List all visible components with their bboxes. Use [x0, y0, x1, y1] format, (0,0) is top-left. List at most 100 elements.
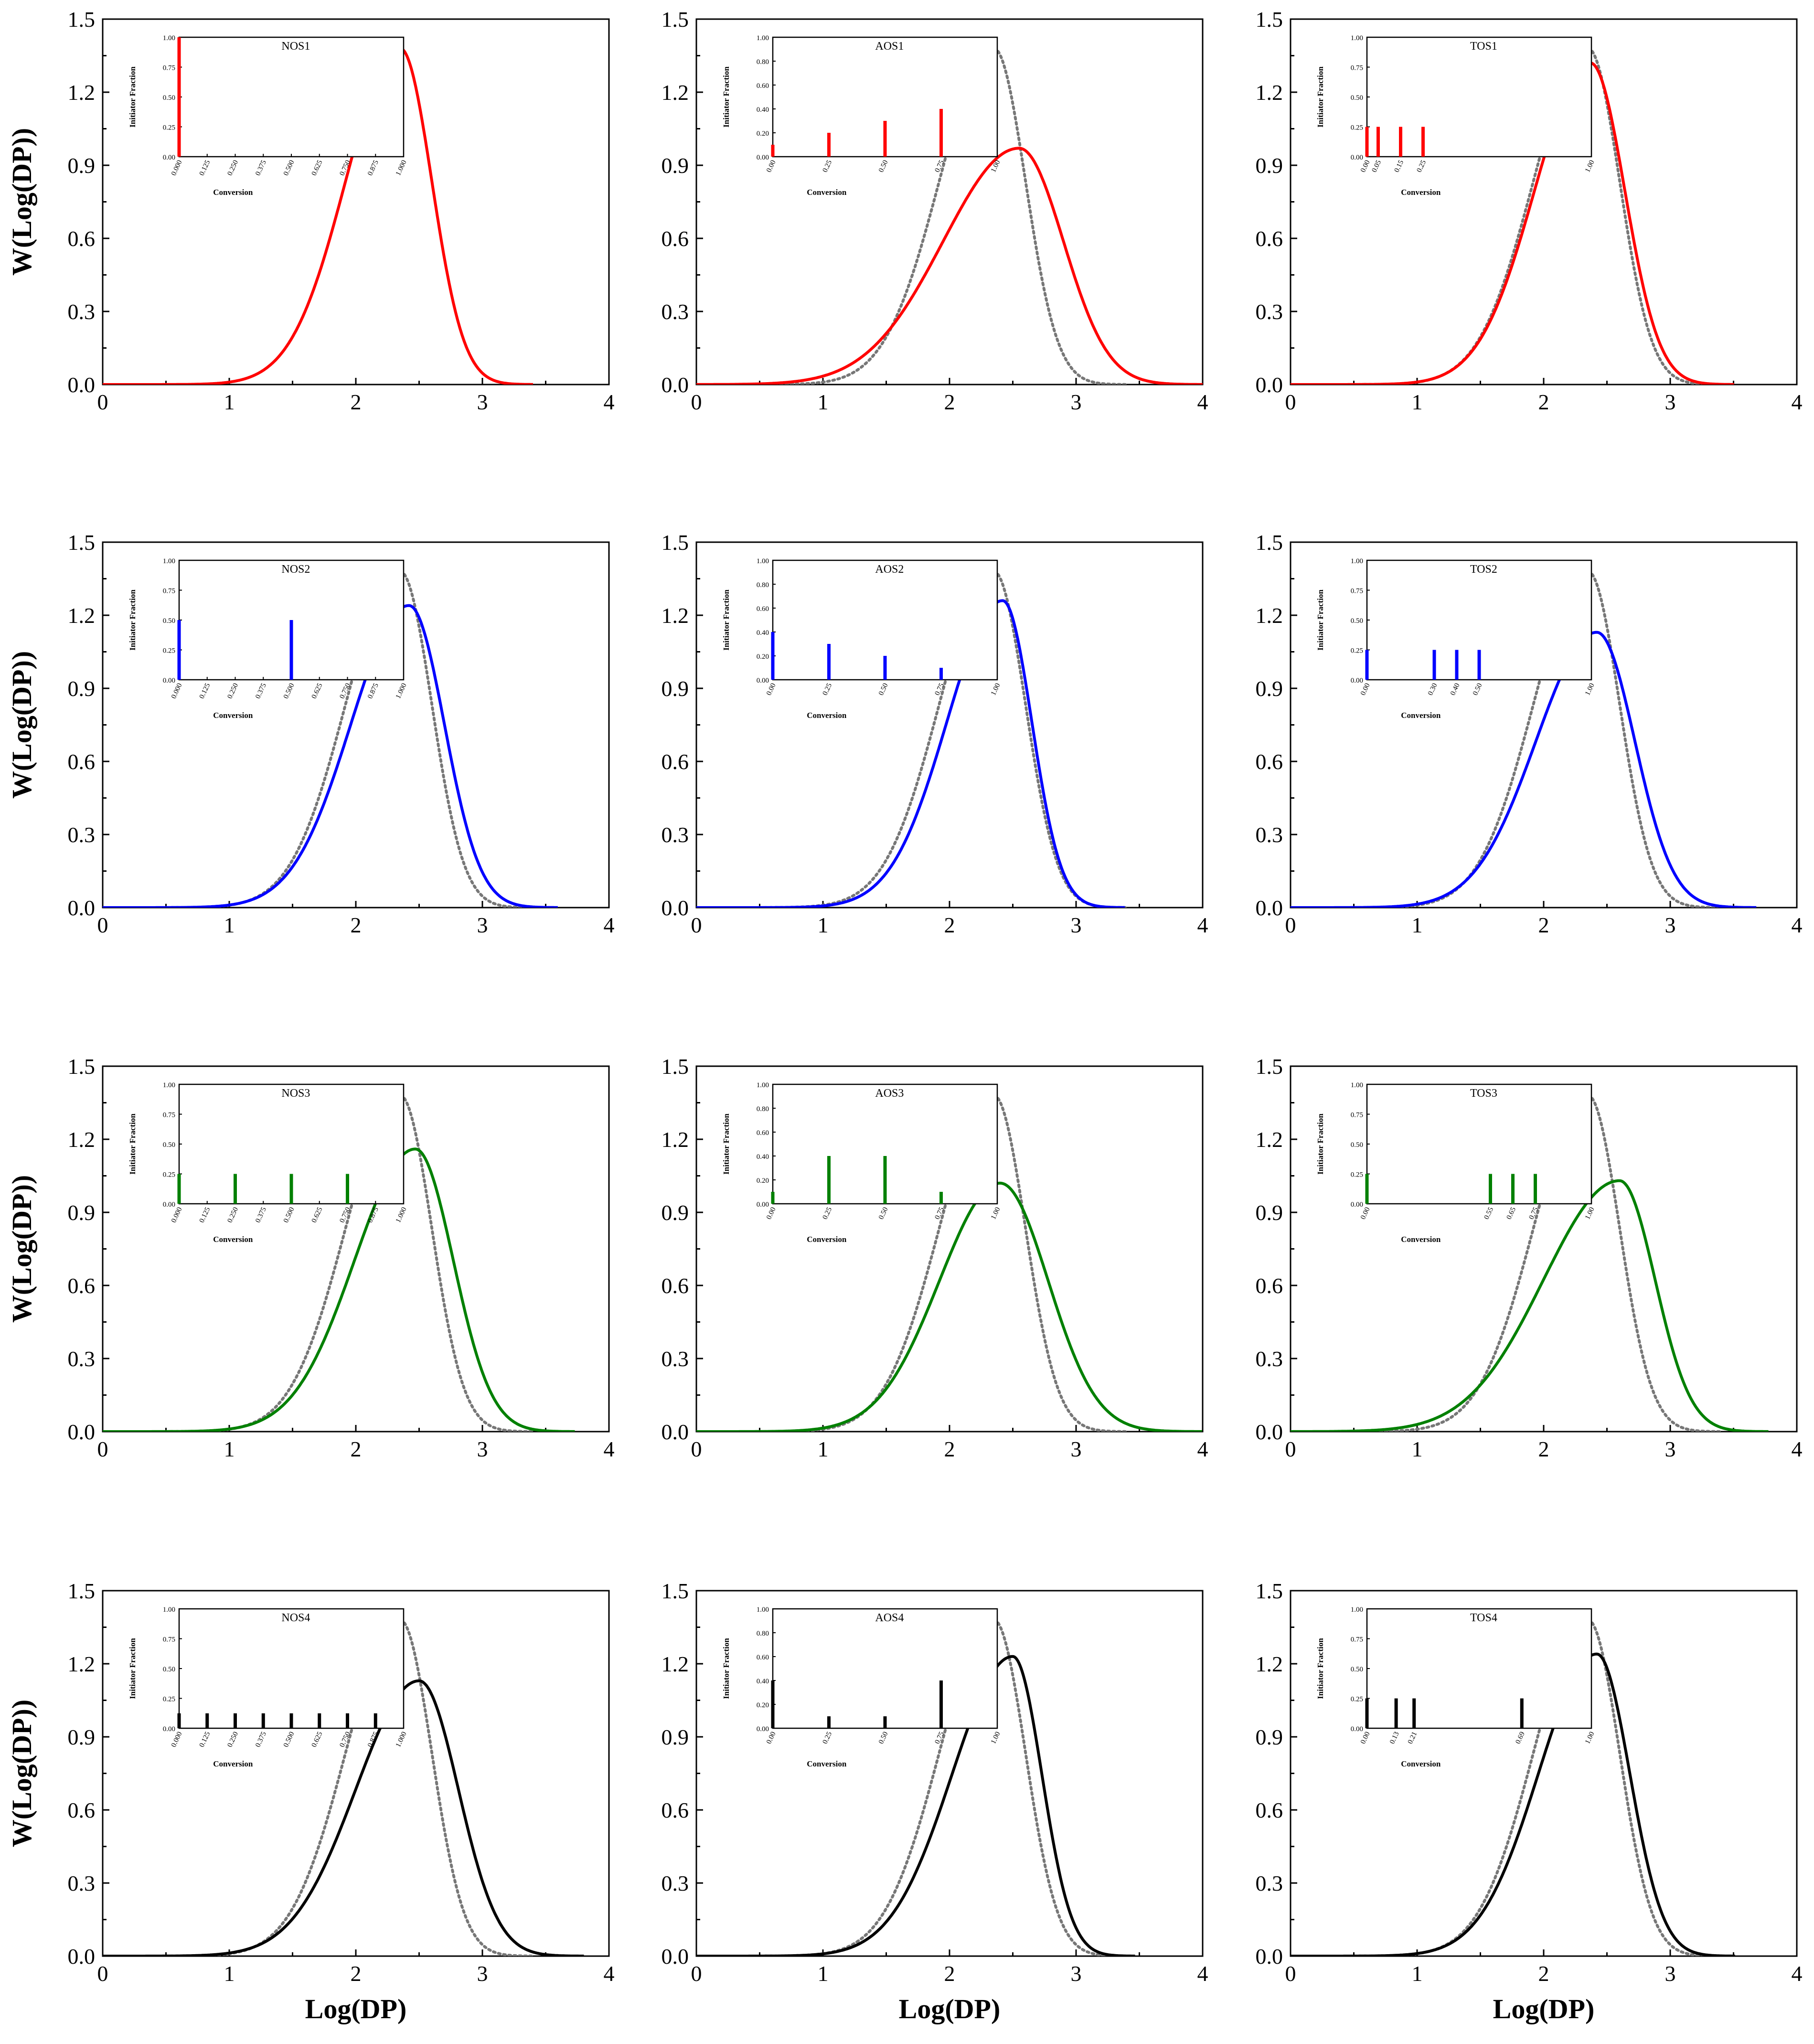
inset-title: TOS1 [1470, 40, 1497, 53]
x-tick-label: 1 [224, 1437, 235, 1461]
inset-y-tick-label: 0.40 [757, 629, 769, 637]
y-axis-title: W(Log(DP)) [6, 1700, 37, 1847]
inset-y-tick-label: 0.50 [163, 617, 175, 625]
x-tick-label: 1 [818, 913, 829, 937]
x-tick-label: 1 [1412, 913, 1423, 937]
reference-curve [1291, 47, 1722, 385]
inset-y-tick-label: 0.80 [757, 581, 769, 589]
inset-y-tick-label: 1.00 [757, 1606, 769, 1614]
y-tick-label: 0.0 [1256, 1420, 1283, 1444]
x-tick-label: 2 [1538, 913, 1549, 937]
x-axis-title: Log(DP) [1493, 1993, 1595, 2024]
inset-y-tick-label: 0.75 [1351, 1112, 1363, 1119]
y-axis-title: W(Log(DP)) [6, 1175, 37, 1323]
x-tick-label: 3 [1665, 390, 1676, 414]
panel-nos4: 0 1 2 3 4 0.0 0.3 0.6 0.9 1.2 1.5 W(Log(DP)) Log(DP)… [6, 1579, 615, 2024]
panels: 0 1 2 3 4 0.0 0.3 0.6 0.9 1.2 1.5 W(Log(DP)) NOS1 0.0… [6, 7, 1803, 2024]
y-tick-label: 0.3 [68, 1347, 96, 1371]
x-tick-label: 1 [224, 1961, 235, 1986]
x-tick-label: 1 [818, 1961, 829, 1986]
y-tick-label: 0.3 [1256, 1347, 1283, 1371]
inset-y-title: Initiator Fraction [1316, 66, 1325, 128]
y-tick-label: 0.3 [1256, 823, 1283, 847]
x-tick-label: 4 [1792, 913, 1803, 937]
panel-tos3: 0 1 2 3 4 0.0 0.3 0.6 0.9 1.2 1.5 TOS3 0.00 0.25 0.50 0… [1256, 1054, 1803, 1461]
inset-y-tick-label: 0.00 [1351, 677, 1363, 685]
series-curve-tos1 [1291, 61, 1734, 385]
x-tick-label: 3 [477, 913, 488, 937]
y-tick-label: 0.9 [1256, 1200, 1283, 1225]
reference-curve [103, 1094, 534, 1432]
inset-y-tick-label: 0.60 [757, 1129, 769, 1137]
inset-y-title: Initiator Fraction [722, 589, 731, 651]
y-tick-label: 0.3 [68, 300, 96, 324]
inset-frame [772, 1608, 998, 1729]
inset-y-tick-label: 0.00 [1351, 1725, 1363, 1733]
inset-frame [178, 1608, 405, 1729]
inset-y-tick-label: 0.80 [757, 1630, 769, 1637]
inset-y-tick-label: 1.00 [163, 557, 175, 565]
inset-y-tick-label: 0.60 [757, 1654, 769, 1661]
inset-title: TOS3 [1470, 1087, 1497, 1100]
x-tick-label: 3 [1665, 913, 1676, 937]
x-tick-label: 0 [97, 390, 108, 414]
reference-curve [696, 1094, 1128, 1432]
inset-frame [772, 559, 998, 681]
x-tick-label: 0 [691, 1961, 702, 1986]
x-tick-label: 1 [818, 1437, 829, 1461]
y-tick-label: 1.2 [1256, 603, 1283, 628]
x-tick-label: 4 [1197, 1437, 1208, 1461]
inset-y-tick-label: 0.00 [757, 1201, 769, 1209]
inset-y-title: Initiator Fraction [722, 66, 731, 128]
y-tick-label: 0.9 [1256, 1725, 1283, 1749]
y-tick-label: 0.6 [662, 1273, 689, 1298]
y-tick-label: 0.6 [1256, 1798, 1283, 1822]
inset-y-tick-label: 0.00 [163, 677, 175, 685]
y-tick-label: 0.0 [1256, 373, 1283, 397]
y-tick-label: 0.9 [662, 153, 689, 178]
x-tick-label: 1 [818, 390, 829, 414]
inset-y-tick-label: 1.00 [163, 1081, 175, 1089]
series-curve-tos2 [1291, 631, 1757, 908]
y-tick-label: 0.3 [662, 823, 689, 847]
x-axis-title: Log(DP) [899, 1993, 1001, 2024]
inset-y-tick-label: 0.50 [163, 1141, 175, 1149]
inset-y-title: Initiator Fraction [128, 589, 137, 651]
y-tick-label: 0.0 [662, 896, 689, 920]
x-tick-label: 4 [1197, 390, 1208, 414]
x-tick-label: 1 [1412, 1437, 1423, 1461]
reference-curve [103, 570, 534, 908]
x-tick-label: 4 [604, 1437, 615, 1461]
panel-aos2: 0 1 2 3 4 0.0 0.3 0.6 0.9 1.2 1.5 AOS2 0.00 0.20 0.40 0… [662, 530, 1208, 937]
inset-x-title: Conversion [1401, 1759, 1441, 1768]
inset-y-tick-label: 0.40 [757, 106, 769, 114]
inset-y-tick-label: 0.25 [163, 1696, 175, 1703]
inset-y-tick-label: 0.40 [757, 1678, 769, 1685]
inset-y-tick-label: 0.60 [757, 82, 769, 90]
y-tick-label: 0.9 [1256, 676, 1283, 701]
y-tick-label: 0.9 [662, 1725, 689, 1749]
panel-aos3: 0 1 2 3 4 0.0 0.3 0.6 0.9 1.2 1.5 AOS3 0.00 0.20 0.40 0… [662, 1054, 1208, 1461]
y-tick-label: 0.0 [68, 1420, 96, 1444]
reference-curve [696, 47, 1128, 385]
inset-x-title: Conversion [807, 1759, 847, 1768]
x-tick-label: 2 [944, 913, 955, 937]
inset-y-tick-label: 0.50 [1351, 94, 1363, 102]
x-tick-label: 3 [477, 390, 488, 414]
inset-title: AOS4 [875, 1612, 904, 1624]
y-tick-label: 0.6 [68, 749, 96, 774]
inset-frame [1366, 36, 1592, 158]
inset-y-tick-label: 0.00 [163, 154, 175, 161]
y-tick-label: 1.2 [662, 1652, 689, 1676]
y-tick-label: 0.9 [68, 676, 96, 701]
inset-y-tick-label: 0.50 [163, 1666, 175, 1673]
y-tick-label: 1.2 [662, 1127, 689, 1152]
x-tick-label: 2 [1538, 1437, 1549, 1461]
series-curve-tos3 [1291, 1179, 1769, 1432]
reference-curve [696, 570, 1128, 908]
